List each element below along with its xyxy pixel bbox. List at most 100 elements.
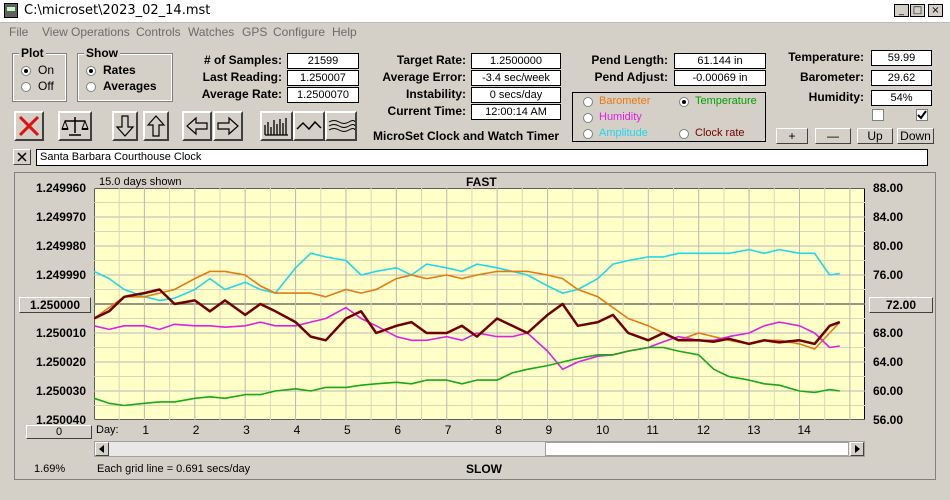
left-center-button[interactable]: 1.250000 [19, 297, 91, 313]
up-button[interactable]: Up [857, 128, 893, 144]
triangle-left-icon [99, 445, 104, 453]
average-rate-value: 1.2500070 [287, 87, 359, 103]
last-reading-value: 1.250007 [287, 70, 359, 86]
scroll-thumb[interactable] [545, 442, 849, 456]
window-title: C:\microset\2023_02_14.mst [24, 3, 211, 18]
plot-off-label: Off [38, 79, 54, 93]
left-tick-label: 1.249960 [35, 181, 86, 195]
arrow-down-button[interactable] [112, 111, 138, 141]
show-averages-label: Averages [103, 79, 157, 93]
average-error-value: -3.4 sec/week [471, 70, 561, 86]
scroll-right-button[interactable] [850, 442, 864, 456]
clock-rate-legend: Clock rate [695, 127, 745, 139]
menu-view[interactable]: View [42, 25, 68, 39]
line-view-button[interactable] [293, 111, 325, 141]
red-x-icon [18, 115, 40, 137]
grid-note-label: Each grid line = 0.691 secs/day [97, 463, 251, 475]
days-shown-label: 15.0 days shown [99, 176, 182, 188]
stop-button[interactable] [14, 111, 44, 141]
temperature-radio[interactable] [679, 97, 689, 107]
clear-name-button[interactable] [13, 149, 31, 165]
left-tick-label: 1.249980 [35, 239, 86, 253]
title-bar: C:\microset\2023_02_14.mst _ □ × [0, 0, 950, 23]
humidity-value: 54% [871, 90, 932, 106]
humidity-radio[interactable] [583, 113, 593, 123]
arrow-up-icon [146, 115, 166, 137]
clock-rate-radio[interactable] [679, 129, 689, 139]
menu-controls[interactable]: Controls [136, 25, 181, 39]
instability-label: Instability: [405, 87, 466, 101]
multi-line-view-button[interactable] [325, 111, 357, 141]
arrow-right-icon [217, 116, 239, 136]
close-window-button[interactable]: × [928, 4, 943, 17]
left-tick-label: 1.250040 [35, 413, 86, 427]
series-line-3 [94, 288, 841, 346]
down-button[interactable]: Down [897, 128, 934, 144]
menu-gps[interactable]: GPS [242, 25, 268, 39]
humidity-label: Humidity: [808, 90, 864, 104]
menu-operations[interactable]: Operations [71, 25, 130, 39]
day-tick-label: 10 [595, 423, 610, 437]
maximize-button[interactable]: □ [910, 4, 925, 17]
day-tick-label: 5 [343, 423, 351, 437]
barometer-radio[interactable] [583, 97, 593, 107]
menu-watches[interactable]: Watches [188, 25, 235, 39]
series-line-2 [94, 306, 840, 371]
menu-file[interactable]: File [9, 25, 29, 39]
checkbox-right[interactable] [916, 109, 928, 121]
watch-name-input[interactable]: Santa Barbara Courthouse Clock [36, 149, 928, 166]
day-axis-label: Day: [96, 424, 119, 436]
instability-value: 0 secs/day [471, 87, 561, 103]
plot-group [12, 53, 67, 102]
close-icon [17, 152, 27, 162]
day-tick-label: 7 [444, 423, 452, 437]
target-rate-label: Target Rate: [396, 53, 466, 67]
right-center-button[interactable]: 72.00 [869, 297, 933, 313]
bars-view-button[interactable] [260, 111, 293, 141]
average-error-label: Average Error: [382, 70, 466, 84]
balance-scale-icon [61, 117, 89, 136]
show-group [77, 53, 173, 102]
right-tick-label: 76.00 [873, 268, 904, 282]
target-rate-value: 1.2500000 [471, 53, 561, 69]
show-group-title: Show [84, 46, 120, 60]
amplitude-radio[interactable] [583, 129, 593, 139]
samples-label: # of Samples: [203, 53, 282, 67]
day-tick-label: 3 [243, 423, 250, 437]
plot-on-radio[interactable] [21, 66, 31, 76]
minus-button[interactable]: — [815, 128, 851, 144]
day-tick-label: 14 [797, 423, 811, 437]
plot-off-radio[interactable] [21, 82, 31, 92]
fast-label: FAST [466, 175, 497, 189]
horizontal-scrollbar[interactable] [94, 441, 865, 457]
menu-help[interactable]: Help [332, 25, 357, 39]
menu-bar: File View Operations Controls Watches GP… [0, 23, 950, 41]
day-tick-label: 2 [192, 423, 200, 437]
pend-length-label: Pend Length: [591, 53, 668, 67]
menu-configure[interactable]: Configure [273, 25, 326, 39]
scroll-left-button[interactable] [95, 442, 109, 456]
show-averages-radio[interactable] [86, 82, 96, 92]
arrow-right-button[interactable] [213, 111, 243, 141]
balance-button[interactable] [58, 111, 92, 141]
barometer-label: Barometer: [799, 70, 864, 84]
checkbox-left[interactable] [872, 109, 884, 121]
show-rates-radio[interactable] [86, 66, 96, 76]
rate-chart[interactable] [94, 188, 865, 420]
samples-value: 21599 [287, 53, 359, 69]
slow-label: SLOW [466, 462, 502, 476]
arrow-left-button[interactable] [182, 111, 212, 141]
bar-graph-icon [264, 118, 288, 136]
plus-button[interactable]: + [776, 128, 808, 144]
series-line-0 [94, 248, 840, 302]
left-tick-label: 1.250010 [35, 326, 86, 340]
right-tick-label: 88.00 [873, 181, 904, 195]
zero-button[interactable]: 0 [26, 425, 92, 439]
humidity-legend: Humidity [599, 111, 642, 123]
minimize-button[interactable]: _ [894, 4, 909, 17]
amplitude-legend: Amplitude [599, 127, 648, 139]
right-tick-label: 56.00 [873, 413, 904, 427]
right-tick-label: 84.00 [873, 210, 904, 224]
temperature-label: Temperature: [788, 50, 864, 64]
arrow-up-button[interactable] [143, 111, 169, 141]
